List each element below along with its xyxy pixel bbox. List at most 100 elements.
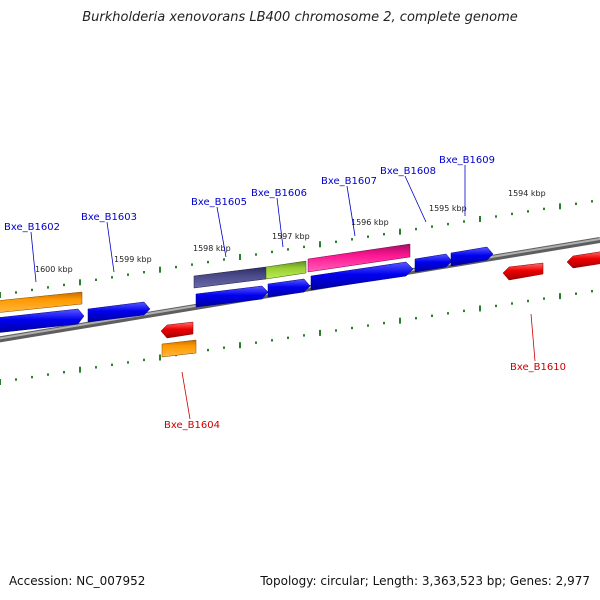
reverse-minor-tick	[143, 358, 145, 362]
gene-labels: Bxe_B1602 Bxe_B1603 Bxe_B1605 Bxe_B1606 …	[4, 155, 566, 431]
forward-minor-tick	[447, 222, 449, 226]
scale-label-1596: 1596 kbp	[351, 218, 389, 227]
forward-minor-tick	[63, 283, 65, 287]
reverse-major-tick	[559, 293, 561, 300]
scale-label-1599: 1599 kbp	[114, 255, 152, 264]
reverse-minor-tick	[47, 373, 49, 376]
forward-minor-tick	[287, 248, 289, 251]
scale-label-1594: 1594 kbp	[508, 189, 546, 198]
forward-minor-tick	[383, 233, 385, 236]
forward-minor-tick	[223, 258, 225, 261]
reverse-minor-tick	[335, 329, 337, 332]
gene-label-bxe-b1607: Bxe_B1607	[321, 176, 377, 187]
forward-minor-tick	[15, 291, 17, 294]
reverse-minor-tick	[63, 371, 65, 374]
gene-arrow-bxe-b1604	[160, 321, 194, 339]
forward-minor-tick	[591, 200, 593, 203]
accession-text: Accession: NC_007952	[9, 574, 146, 588]
forward-genes	[0, 246, 494, 333]
forward-minor-tick	[143, 271, 145, 274]
reverse-minor-tick	[15, 378, 17, 381]
reverse-minor-tick	[591, 290, 593, 293]
reverse-major-tick	[79, 366, 81, 373]
reverse-major-tick	[479, 305, 481, 312]
label-leaders	[30, 165, 536, 420]
reverse-minor-tick	[271, 339, 273, 342]
forward-minor-tick	[31, 288, 33, 292]
reverse-minor-tick	[351, 326, 353, 330]
forward-minor-tick	[463, 220, 465, 223]
forward-minor-tick	[47, 286, 49, 289]
forward-major-tick	[399, 228, 401, 235]
reverse-minor-tick	[575, 292, 577, 295]
forward-major-tick	[559, 203, 561, 210]
forward-scale-ticks	[0, 200, 593, 298]
reverse-minor-tick	[255, 341, 257, 344]
forward-minor-tick	[367, 235, 369, 238]
feature-purple-1605	[193, 266, 267, 289]
gene-arrow-bxe-b1608	[414, 253, 453, 273]
reverse-minor-tick	[303, 334, 305, 337]
gene-label-bxe-b1606: Bxe_B1606	[251, 188, 307, 199]
reverse-minor-tick	[287, 336, 289, 339]
forward-minor-tick	[575, 202, 577, 205]
reverse-minor-tick	[495, 304, 497, 308]
gene-label-bxe-b1604: Bxe_B1604	[164, 420, 220, 431]
reverse-scale-ticks	[0, 290, 593, 385]
reverse-minor-tick	[223, 346, 225, 349]
gene-arrow-bxe-b1606	[267, 278, 311, 298]
gene-label-bxe-b1602: Bxe_B1602	[4, 222, 60, 233]
forward-major-tick	[319, 241, 321, 248]
gene-label-bxe-b1610: Bxe_B1610	[510, 362, 566, 373]
scale-label-1598: 1598 kbp	[193, 244, 231, 253]
forward-minor-tick	[255, 253, 257, 256]
reverse-major-tick	[399, 317, 401, 324]
gene-arrow-bxe-b1605	[195, 285, 269, 308]
gene-arrow-bxe-b1611	[566, 251, 600, 269]
forward-minor-tick	[207, 260, 209, 264]
gene-label-bxe-b1603: Bxe_B1603	[81, 212, 137, 223]
leader-bxe-b1602	[30, 231, 37, 283]
reverse-major-tick	[239, 342, 241, 349]
forward-minor-tick	[191, 263, 193, 266]
gene-label-bxe-b1609: Bxe_B1609	[439, 155, 495, 166]
forward-minor-tick	[335, 240, 337, 243]
feature-orange-1602	[0, 291, 83, 313]
reverse-minor-tick	[463, 309, 465, 313]
forward-minor-tick	[415, 227, 417, 231]
forward-minor-tick	[511, 212, 513, 216]
forward-minor-tick	[95, 278, 97, 281]
forward-minor-tick	[431, 225, 433, 228]
leader-bxe-b1607	[346, 185, 356, 237]
forward-minor-tick	[303, 245, 305, 249]
gene-label-bxe-b1608: Bxe_B1608	[380, 166, 436, 177]
reverse-minor-tick	[527, 299, 529, 303]
forward-minor-tick	[495, 215, 497, 218]
forward-major-tick	[239, 254, 241, 260]
forward-minor-tick	[271, 250, 273, 254]
reverse-major-tick	[159, 354, 161, 361]
leader-bxe-b1604	[181, 371, 191, 420]
scale-label-1597: 1597 kbp	[272, 232, 310, 241]
reverse-minor-tick	[447, 312, 449, 315]
gene-arrow-bxe-b1607	[310, 261, 414, 291]
gene-arrow-bxe-b1609	[450, 246, 494, 267]
forward-major-tick	[79, 279, 81, 286]
reverse-minor-tick	[415, 317, 417, 320]
leader-bxe-b1608	[404, 175, 427, 223]
reverse-minor-tick	[95, 366, 97, 369]
forward-minor-tick	[351, 238, 353, 241]
feature-pink-1607	[307, 243, 411, 273]
forward-major-tick	[159, 266, 161, 273]
forward-minor-tick	[111, 276, 113, 279]
reverse-major-tick	[319, 329, 321, 336]
scale-label-1595: 1595 kbp	[429, 204, 467, 213]
reverse-minor-tick	[431, 314, 433, 317]
reverse-minor-tick	[367, 324, 369, 327]
gene-arrow-bxe-b1603	[87, 301, 151, 323]
leader-bxe-b1610	[530, 313, 536, 362]
feature-green-1606	[265, 260, 307, 280]
forward-minor-tick	[527, 210, 529, 213]
gene-arrow-bxe-b1610	[502, 262, 544, 281]
